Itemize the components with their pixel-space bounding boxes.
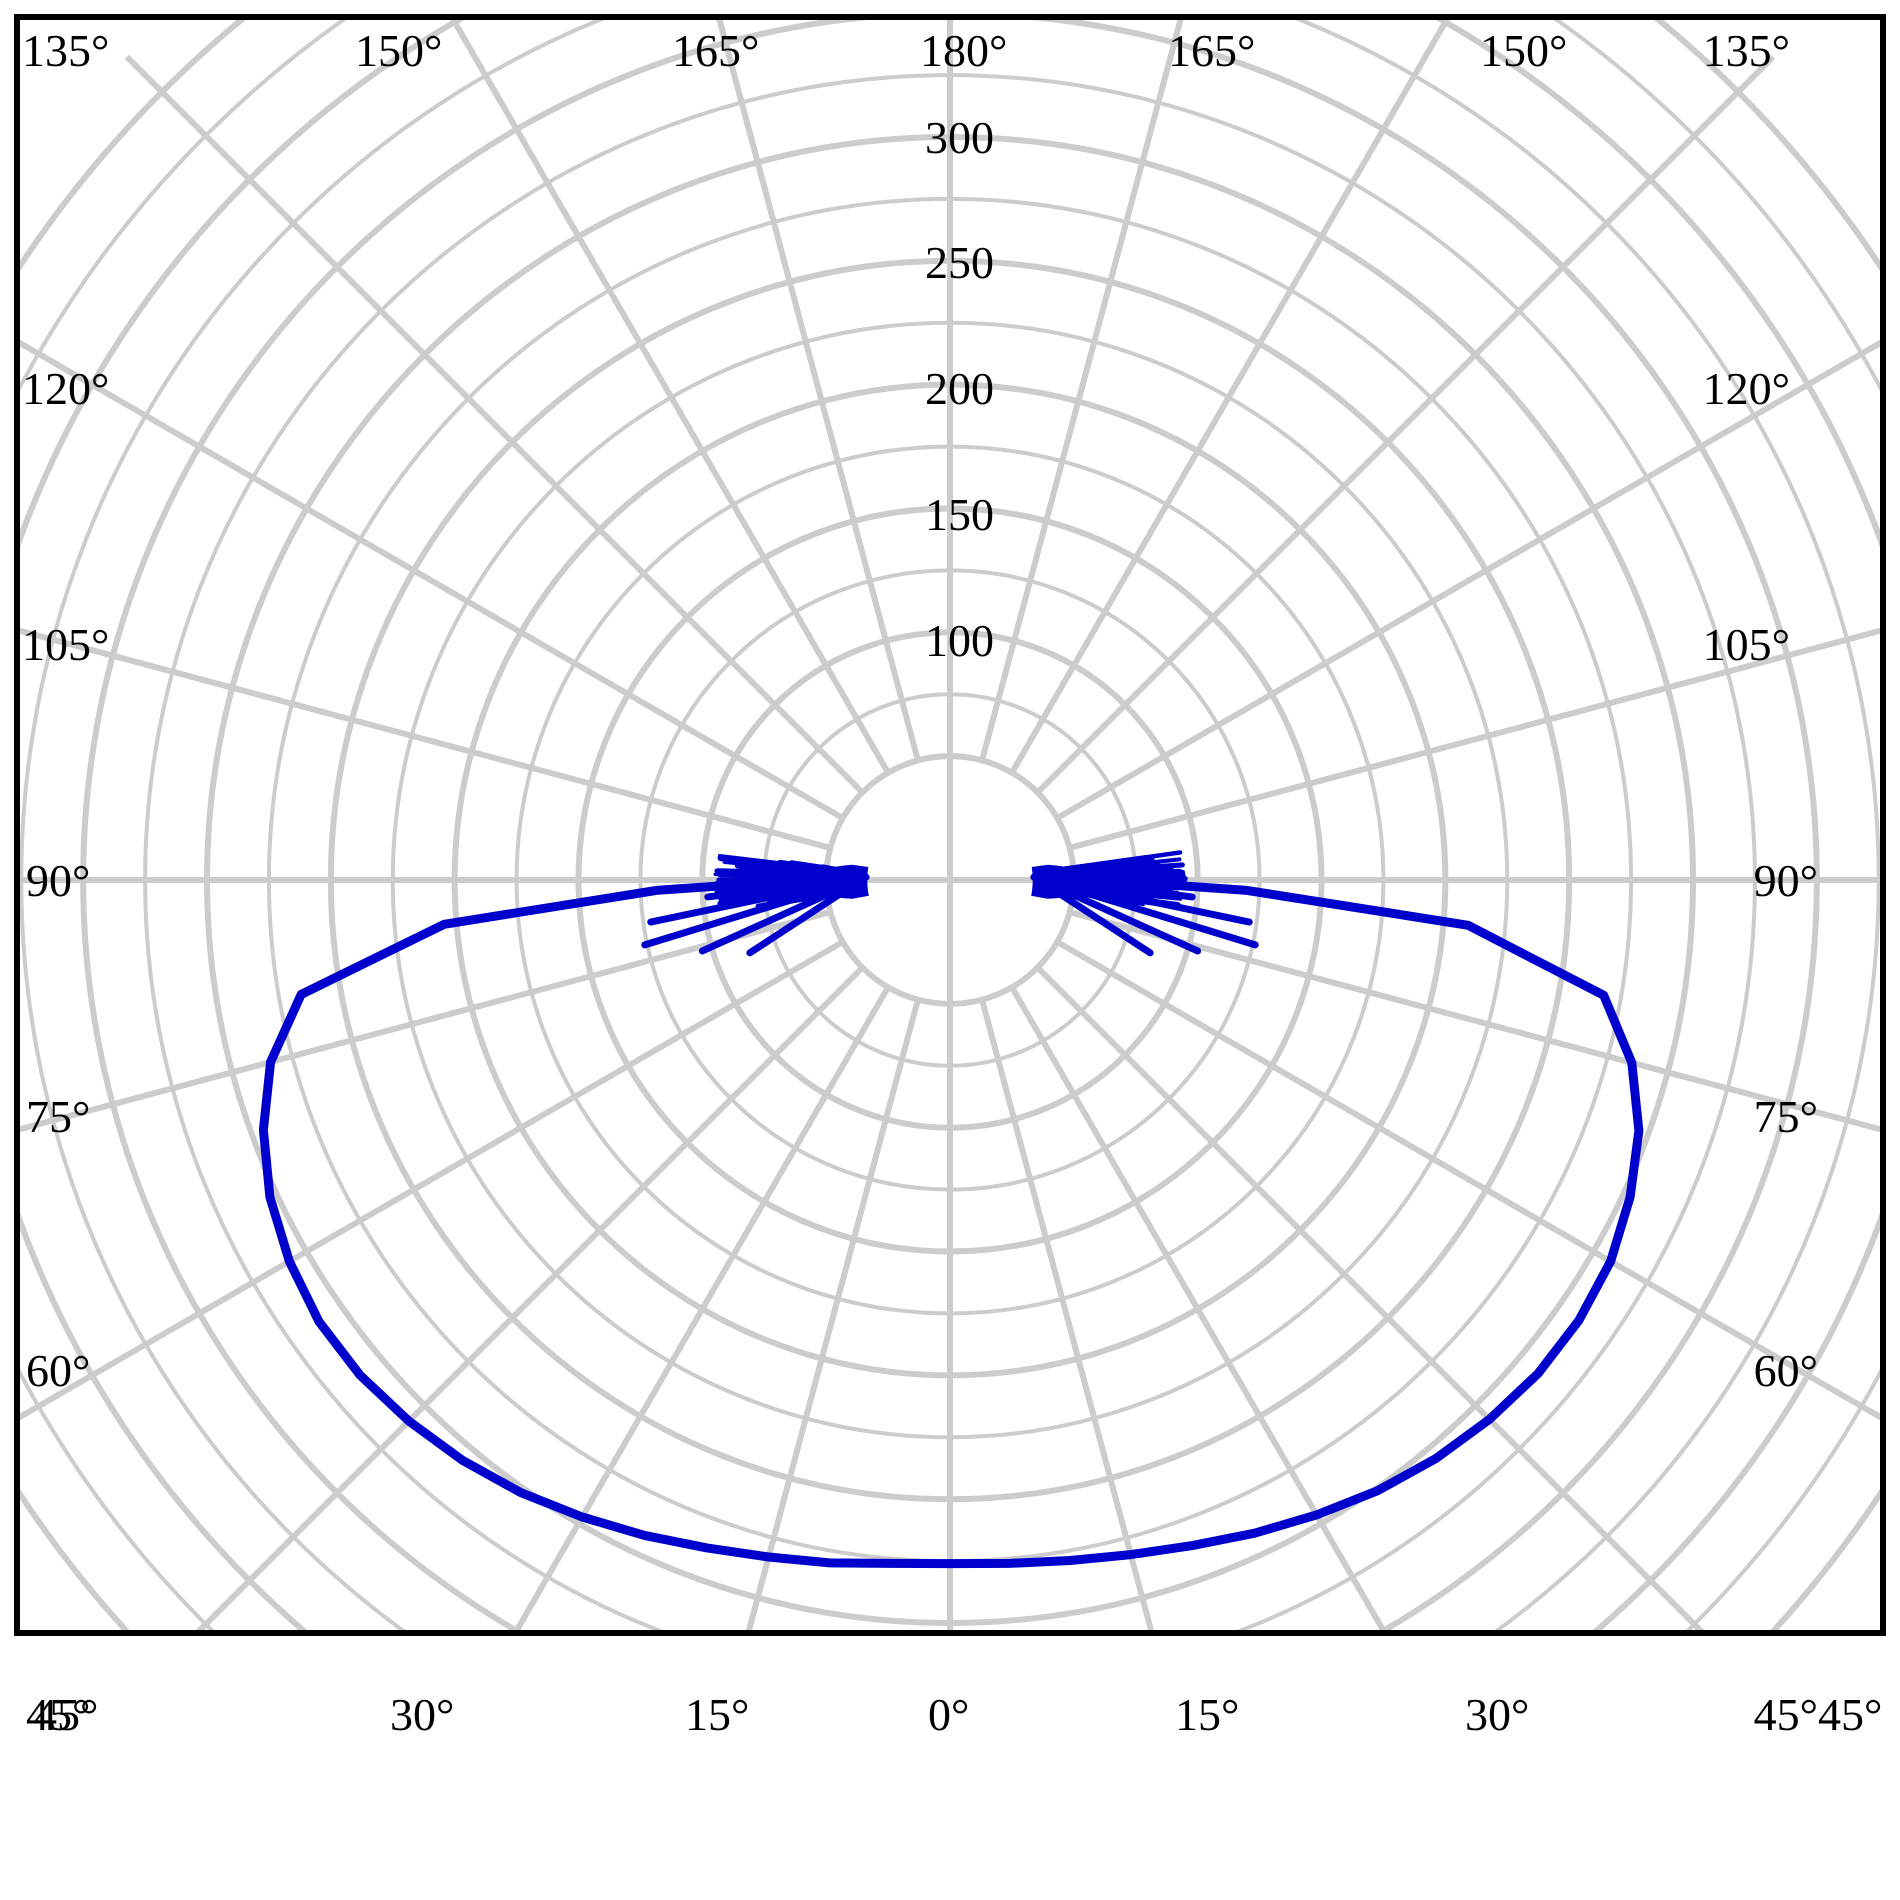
axis-label-left-4: 75°	[26, 1094, 90, 1140]
axis-label-top-1: 165°	[672, 28, 759, 74]
axis-label-left-5: 60°	[26, 1348, 90, 1394]
axis-label-right-0: 135°	[1703, 28, 1790, 74]
axis-label-right-4: 75°	[1754, 1094, 1818, 1140]
axis-label-radial-3: 150	[925, 492, 994, 538]
axis-label-left-0: 135°	[22, 28, 109, 74]
axis-label-left-1: 120°	[22, 366, 109, 412]
axis-label-top-3: 165°	[1168, 28, 1255, 74]
axis-label-radial-2: 200	[925, 366, 994, 412]
axis-label-top-2: 180°	[920, 28, 1007, 74]
axis-label-right-5: 60°	[1754, 1348, 1818, 1394]
axis-label-right-3: 90°	[1754, 858, 1818, 904]
axis-label-radial-4: 100	[925, 618, 994, 664]
axis-label-left-3: 90°	[26, 858, 90, 904]
axis-label-top-4: 150°	[1480, 28, 1567, 74]
axis-label-radial-0: 300	[925, 115, 994, 161]
axis-label-top-0: 150°	[355, 28, 442, 74]
axis-label-right-1: 120°	[1703, 366, 1790, 412]
axis-label-radial-1: 250	[925, 240, 994, 286]
chart-footer: cd/klm η = 82% C0 - C180 C90 - C270	[0, 1640, 1900, 1900]
axis-label-right-2: 105°	[1703, 622, 1790, 668]
polar-light-distribution-diagram: 135° 120° 105° 90° 75° 60° 45° 150° 165° 180° 165°…	[0, 0, 1900, 1900]
axis-label-left-2: 105°	[22, 622, 109, 668]
